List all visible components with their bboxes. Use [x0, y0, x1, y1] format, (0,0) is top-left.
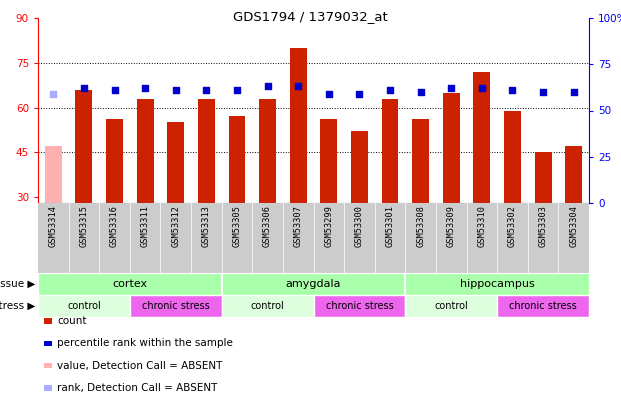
Bar: [504, 111, 521, 203]
Text: tissue ▶: tissue ▶: [0, 279, 35, 289]
Point: [355, 91, 365, 97]
Bar: [314, 295, 406, 317]
Text: chronic stress: chronic stress: [509, 301, 577, 311]
Text: GSM53303: GSM53303: [538, 205, 548, 247]
Text: GSM53299: GSM53299: [324, 205, 333, 247]
Point: [415, 89, 425, 95]
Bar: [198, 98, 215, 203]
Text: GSM53313: GSM53313: [202, 205, 211, 247]
Bar: [382, 98, 399, 203]
Text: GDS1794 / 1379032_at: GDS1794 / 1379032_at: [233, 10, 388, 23]
Bar: [443, 93, 460, 203]
Text: GSM53310: GSM53310: [478, 205, 486, 247]
Text: control: control: [434, 301, 468, 311]
Text: GSM53301: GSM53301: [386, 205, 394, 247]
Text: GSM53306: GSM53306: [263, 205, 272, 247]
Text: GSM53314: GSM53314: [49, 205, 58, 247]
Text: GSM53305: GSM53305: [232, 205, 242, 247]
Text: chronic stress: chronic stress: [142, 301, 210, 311]
Text: chronic stress: chronic stress: [325, 301, 393, 311]
Bar: [38, 295, 130, 317]
Bar: [473, 72, 490, 203]
Point: [477, 85, 487, 92]
Point: [293, 83, 303, 90]
Text: value, Detection Call = ABSENT: value, Detection Call = ABSENT: [57, 360, 222, 371]
Point: [48, 91, 58, 97]
Text: GSM53300: GSM53300: [355, 205, 364, 247]
Bar: [497, 295, 589, 317]
Text: stress ▶: stress ▶: [0, 301, 35, 311]
Bar: [290, 48, 307, 203]
Text: GSM53307: GSM53307: [294, 205, 302, 247]
Bar: [351, 131, 368, 203]
Bar: [130, 295, 222, 317]
Point: [263, 83, 273, 90]
Text: GSM53309: GSM53309: [446, 205, 456, 247]
Bar: [320, 119, 337, 203]
Bar: [535, 152, 551, 203]
Text: count: count: [57, 316, 87, 326]
Text: GSM53308: GSM53308: [416, 205, 425, 247]
Point: [385, 87, 395, 94]
Bar: [406, 295, 497, 317]
Point: [507, 87, 517, 94]
Text: cortex: cortex: [112, 279, 147, 289]
Point: [140, 85, 150, 92]
Bar: [565, 146, 582, 203]
Point: [232, 87, 242, 94]
Text: GSM53302: GSM53302: [508, 205, 517, 247]
Bar: [229, 117, 245, 203]
Point: [446, 85, 456, 92]
Bar: [137, 98, 153, 203]
Bar: [76, 90, 93, 203]
Text: GSM53311: GSM53311: [140, 205, 150, 247]
Point: [569, 89, 579, 95]
Bar: [106, 119, 123, 203]
Text: control: control: [251, 301, 284, 311]
Bar: [167, 122, 184, 203]
Bar: [222, 295, 314, 317]
Text: control: control: [67, 301, 101, 311]
Text: GSM53316: GSM53316: [110, 205, 119, 247]
Text: GSM53312: GSM53312: [171, 205, 180, 247]
Text: percentile rank within the sample: percentile rank within the sample: [57, 338, 233, 348]
Point: [201, 87, 211, 94]
Text: rank, Detection Call = ABSENT: rank, Detection Call = ABSENT: [57, 383, 217, 393]
Bar: [45, 146, 61, 203]
Point: [79, 85, 89, 92]
Bar: [259, 98, 276, 203]
Point: [538, 89, 548, 95]
Point: [324, 91, 333, 97]
Point: [109, 87, 119, 94]
Point: [171, 87, 181, 94]
Text: GSM53304: GSM53304: [569, 205, 578, 247]
Bar: [412, 119, 429, 203]
Text: amygdala: amygdala: [286, 279, 342, 289]
Text: hippocampus: hippocampus: [460, 279, 535, 289]
Text: GSM53315: GSM53315: [79, 205, 88, 247]
